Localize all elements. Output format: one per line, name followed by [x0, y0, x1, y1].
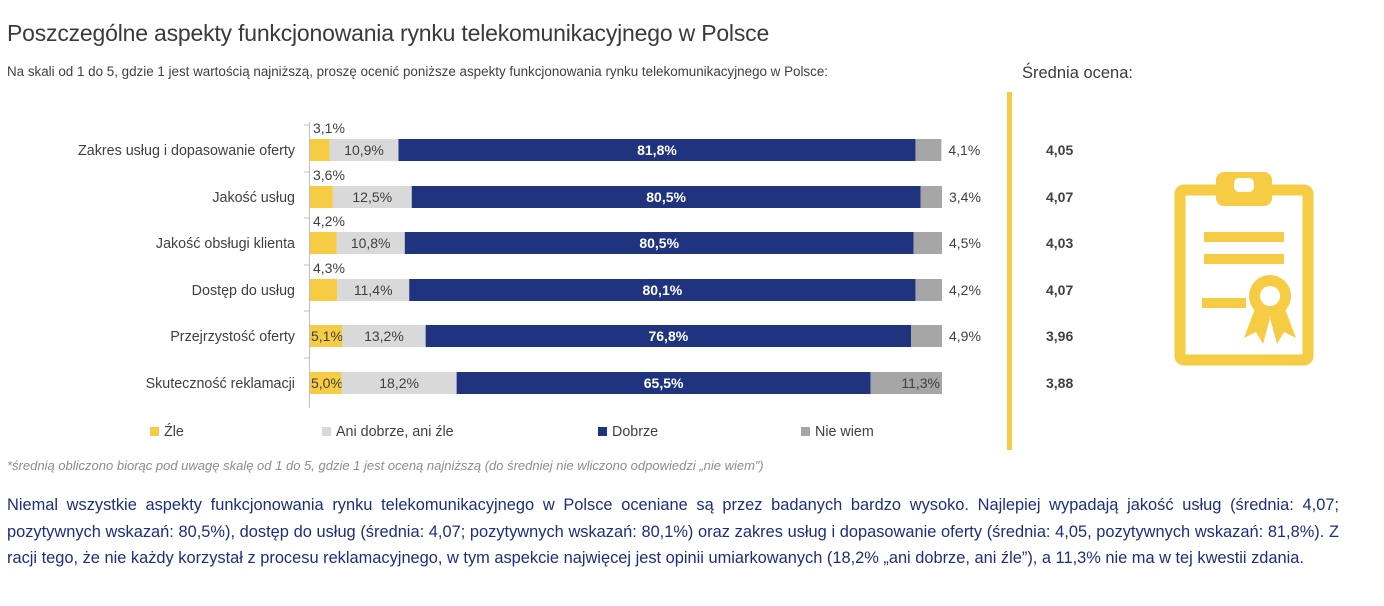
bar-zle	[310, 232, 337, 254]
category-label: Skuteczność reklamacji	[146, 376, 295, 392]
average-divider	[1007, 92, 1012, 450]
bar-dobrze	[411, 186, 921, 208]
bar-nie_wiem	[915, 279, 942, 301]
category-label: Zakres usług i dopasowanie oferty	[78, 143, 296, 159]
legend-swatch-nie_wiem	[801, 427, 810, 436]
average-score-value: 3,88	[1046, 375, 1073, 391]
bar-ani	[341, 372, 457, 394]
data-label-zle: 4,2%	[313, 213, 345, 229]
bar-dobrze	[398, 139, 916, 161]
bar-zle	[310, 139, 330, 161]
data-label-nie_wiem: 4,5%	[949, 235, 981, 251]
data-label-nie_wiem: 4,2%	[949, 282, 981, 298]
bar-ani	[336, 232, 405, 254]
data-label-zle: 4,3%	[313, 260, 345, 276]
category-label: Jakość usług	[212, 190, 295, 206]
bar-zle	[310, 372, 342, 394]
chart-title: Poszczególne aspekty funkcjonowania rynk…	[7, 20, 770, 46]
bar-nie_wiem	[911, 325, 942, 347]
data-label-ani: 18,2%	[379, 375, 419, 391]
average-score-value: 4,03	[1046, 235, 1073, 251]
bar-ani	[329, 139, 399, 161]
data-label-nie_wiem: 4,1%	[948, 142, 980, 158]
bar-nie_wiem	[920, 186, 942, 208]
chart-subtitle: Na skali od 1 do 5, gdzie 1 jest wartośc…	[7, 64, 828, 79]
average-score-title: Średnia ocena:	[1022, 64, 1133, 82]
bar-nie_wiem	[915, 139, 942, 161]
clipboard-certificate-icon	[1172, 168, 1316, 373]
bar-nie_wiem	[913, 232, 942, 254]
data-label-zle: 3,6%	[313, 167, 345, 183]
bar-nie_wiem	[870, 372, 942, 394]
bar-dobrze	[456, 372, 871, 394]
average-score-value: 3,96	[1046, 328, 1073, 344]
data-label-ani: 12,5%	[352, 189, 392, 205]
data-label-zle: 3,1%	[313, 120, 345, 136]
data-label-dobrze: 76,8%	[648, 328, 688, 344]
data-label-ani: 10,8%	[351, 235, 391, 251]
bar-ani	[342, 325, 426, 347]
data-label-dobrze: 80,1%	[642, 282, 682, 298]
legend-swatch-dobrze	[598, 427, 607, 436]
data-label-nie_wiem: 4,9%	[949, 328, 981, 344]
average-score-value: 4,07	[1046, 282, 1073, 298]
bar-dobrze	[404, 232, 914, 254]
legend-label-nie_wiem: Nie wiem	[815, 424, 874, 440]
data-label-ani: 11,4%	[354, 282, 393, 298]
legend-label-zle: Źle	[164, 423, 184, 440]
footnote: *średnią obliczono biorąc pod uwagę skal…	[7, 458, 764, 473]
legend-label-ani: Ani dobrze, ani źle	[336, 424, 454, 440]
bar-dobrze	[409, 279, 916, 301]
bar-zle	[310, 186, 333, 208]
bar-zle	[310, 325, 343, 347]
legend-label-dobrze: Dobrze	[612, 424, 658, 440]
data-label-ani: 10,9%	[344, 142, 384, 158]
data-label-ani: 13,2%	[364, 328, 404, 344]
data-label-dobrze: 80,5%	[639, 235, 679, 251]
data-label-zle: 5,1%	[311, 328, 343, 344]
category-label: Jakość obsługi klienta	[156, 236, 295, 252]
data-label-nie_wiem: 3,4%	[949, 189, 981, 205]
stacked-bar-chart: Zakres usług i dopasowanie oferty 3,1% 10,…	[78, 120, 1073, 440]
category-label: Dostęp do usług	[192, 283, 295, 299]
data-label-dobrze: 80,5%	[646, 189, 686, 205]
bar-ani	[332, 186, 412, 208]
category-label: Przejrzystość oferty	[170, 329, 296, 345]
legend-swatch-zle	[150, 427, 159, 436]
average-score-value: 4,05	[1046, 142, 1073, 158]
legend-swatch-ani	[322, 427, 331, 436]
data-label-nie_wiem: 11,3%	[901, 375, 940, 391]
data-label-zle: 5,0%	[311, 375, 343, 391]
average-score-value: 4,07	[1046, 189, 1073, 205]
bar-dobrze	[425, 325, 912, 347]
data-label-dobrze: 81,8%	[637, 142, 677, 158]
data-label-dobrze: 65,5%	[644, 375, 684, 391]
bar-zle	[310, 279, 338, 301]
summary-paragraph: Niemal wszystkie aspekty funkcjonowania …	[7, 496, 1339, 567]
bar-ani	[337, 279, 410, 301]
